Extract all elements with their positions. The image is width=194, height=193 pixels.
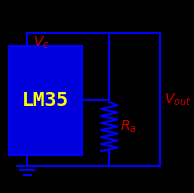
Text: $V_{out}$: $V_{out}$ (164, 92, 191, 108)
Text: $R_a$: $R_a$ (120, 118, 137, 135)
Text: $V_c$: $V_c$ (33, 35, 49, 51)
Bar (9, 46, 82, 155)
Text: LM35: LM35 (22, 91, 69, 110)
